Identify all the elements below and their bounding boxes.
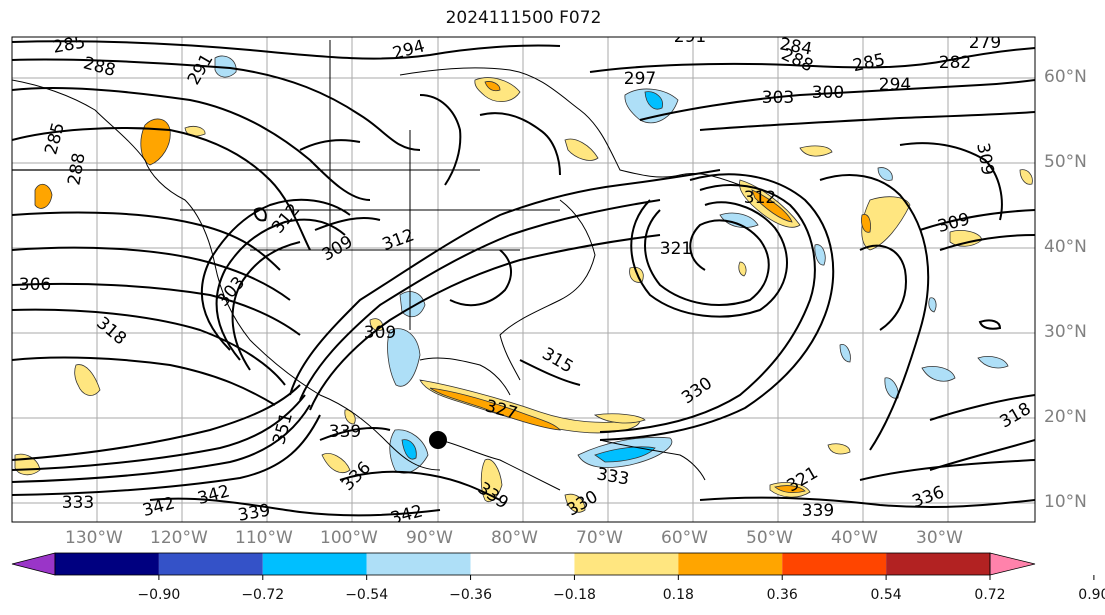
contour-label: 294 — [879, 75, 911, 95]
longitude-label: 100°W — [320, 528, 378, 548]
colorbar-tick-label: −0.72 — [241, 587, 285, 603]
contour-label: 294 — [390, 36, 427, 64]
contour-label: 291 — [184, 50, 218, 88]
longitude-label: 70°W — [576, 528, 623, 548]
contour-label: 321 — [660, 239, 692, 259]
contour-label: 291 — [674, 27, 706, 47]
contour-label: 297 — [624, 69, 656, 89]
shaded-field-positive — [14, 77, 1033, 513]
latitude-label: 60°N — [1044, 67, 1087, 87]
map-frame — [11, 36, 1036, 523]
latitude-label: 50°N — [1044, 152, 1087, 172]
colorbar-extend-min — [11, 552, 56, 576]
colorbar — [11, 552, 1095, 580]
contour-label: 285 — [51, 32, 86, 57]
latitude-label: 10°N — [1044, 492, 1087, 512]
contour-label: 333 — [595, 464, 630, 489]
colorbar-tick-label: 0.54 — [870, 587, 902, 603]
colorbar-tick-label: 0.72 — [974, 587, 1006, 603]
longitude-label: 120°W — [150, 528, 208, 548]
contour-label: 327 — [483, 396, 520, 424]
colorbar-tick-label: −0.36 — [449, 587, 492, 603]
longitude-label: 50°W — [746, 528, 793, 548]
contour-label: 312 — [744, 188, 776, 208]
contour-label: 309 — [972, 141, 997, 176]
gridlines — [12, 37, 1035, 522]
contour-label: 342 — [388, 501, 425, 529]
contour-label: 303 — [762, 88, 794, 108]
colorbar-segment — [470, 553, 575, 575]
contour-label: 288 — [81, 53, 118, 81]
longitude-label: 90°W — [406, 528, 453, 548]
contour-label: 330 — [678, 373, 716, 408]
contour-label: 339 — [236, 500, 271, 525]
map-title: 2024111500 F072 — [445, 8, 602, 28]
colorbar-frame — [54, 552, 991, 576]
colorbar-tick-label: −0.18 — [552, 587, 596, 603]
contour-label: 312 — [268, 200, 304, 238]
longitude-label: 80°W — [491, 528, 538, 548]
colorbar-extend-max — [989, 552, 1036, 576]
colorbar-tick-label: 0.36 — [766, 587, 798, 603]
contour-label: 333 — [62, 493, 94, 513]
contour-label: 309 — [318, 232, 356, 266]
colorbar-segment — [366, 553, 471, 575]
contour-label: 351 — [269, 410, 297, 447]
longitude-label: 30°W — [916, 528, 963, 548]
contour-label: 279 — [969, 33, 1001, 53]
colorbar-segment — [574, 553, 679, 575]
contour-lines — [12, 40, 1035, 517]
colorbar-tick-label: −0.54 — [345, 587, 389, 603]
contour-label: 300 — [812, 83, 844, 103]
colorbar-tick-label: 0.90 — [1078, 587, 1105, 603]
longitude-label: 110°W — [235, 528, 293, 548]
contour-label: 288 — [64, 151, 89, 186]
colorbar-segment — [158, 553, 263, 575]
contour-label: 309 — [364, 323, 396, 343]
contour-label: 318 — [92, 313, 130, 349]
colorbar-segment — [886, 553, 990, 575]
colorbar-segment — [782, 553, 887, 575]
longitude-label: 130°W — [65, 528, 123, 548]
latitude-label: 20°N — [1044, 407, 1087, 427]
colorbar-segment — [55, 553, 159, 575]
contour-label: 306 — [19, 275, 51, 295]
contour-label: 339 — [329, 422, 361, 442]
colorbar-segment — [262, 553, 367, 575]
latitude-label: 30°N — [1044, 322, 1087, 342]
colorbar-segment — [678, 553, 783, 575]
contour-label: 339 — [474, 478, 512, 513]
longitude-label: 40°W — [831, 528, 878, 548]
contour-label: 285 — [41, 120, 69, 157]
contour-markers — [253, 207, 1002, 449]
colorbar-tick-label: −0.90 — [137, 587, 181, 603]
contour-label: 339 — [802, 501, 834, 521]
latitude-label: 40°N — [1044, 237, 1087, 257]
colorbar-tick-label: 0.18 — [662, 587, 694, 603]
contour-label: 342 — [195, 481, 232, 509]
contour-label: 285 — [851, 50, 887, 76]
longitude-label: 60°W — [661, 528, 708, 548]
contour-label: 282 — [939, 53, 971, 73]
contour-label: 318 — [996, 399, 1034, 433]
contour-label: 284 — [778, 34, 813, 59]
contour-label: 312 — [380, 225, 417, 255]
contour-label: 342 — [140, 493, 177, 521]
contour-label: 330 — [563, 487, 601, 521]
